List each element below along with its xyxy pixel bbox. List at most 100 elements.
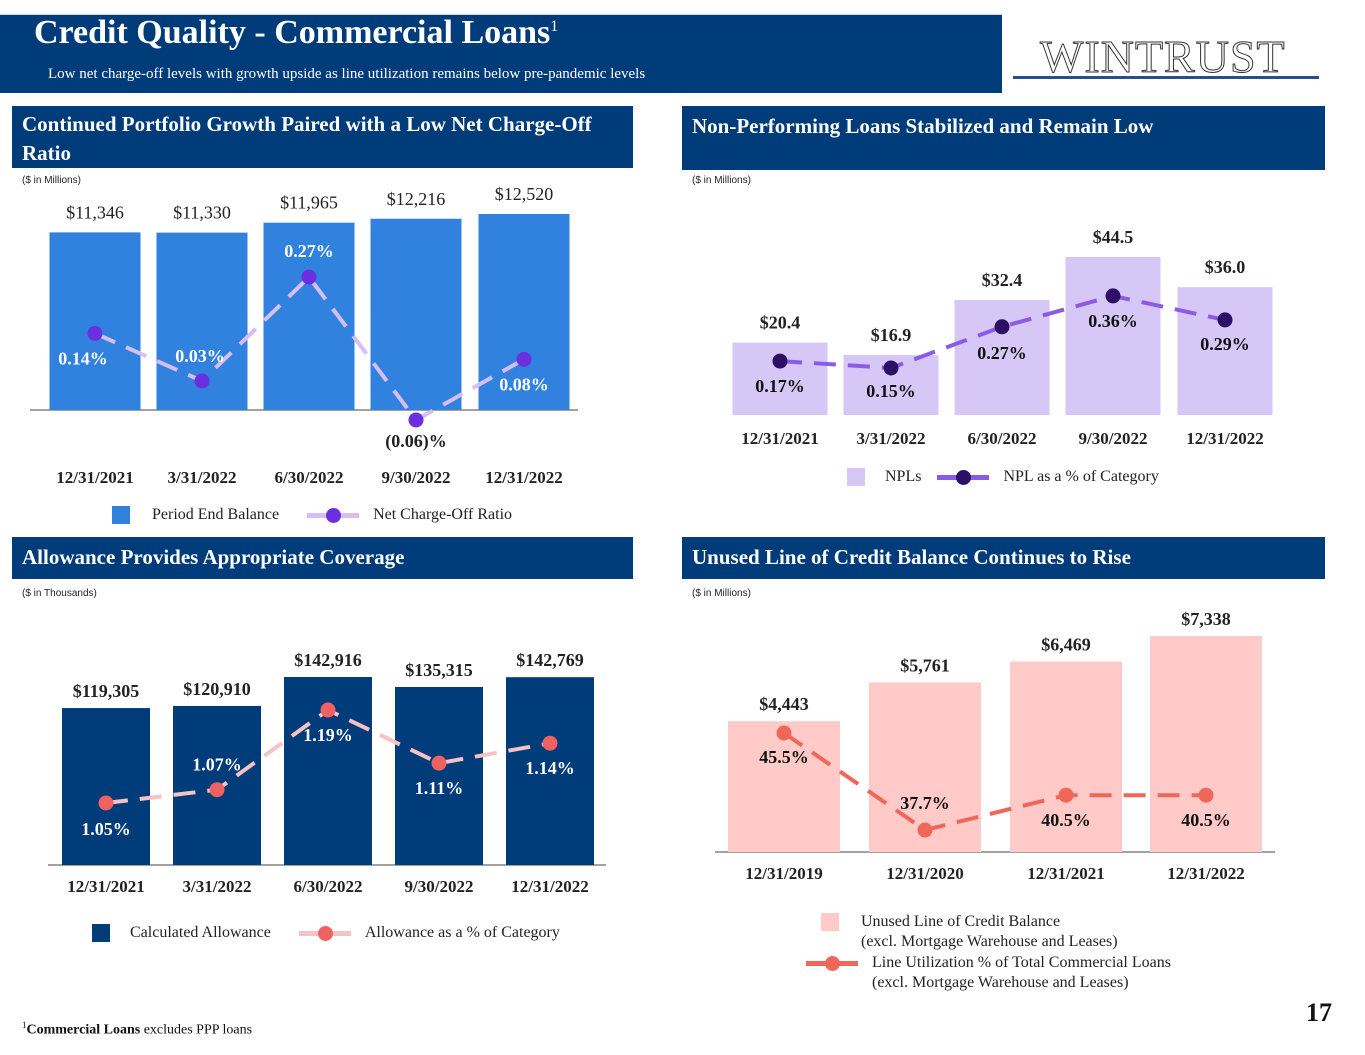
legend-bar-swatch [821,913,839,931]
x-tick-label: 12/31/2022 [511,877,588,896]
ratio-point [1058,787,1074,803]
ratio-label: 45.5% [759,747,809,767]
x-tick-label: 12/31/2021 [56,468,133,487]
legend-label: Calculated Allowance [130,924,271,941]
ratio-point [883,360,899,376]
bar-value-label: $4,443 [759,694,809,714]
ratio-point [301,269,317,285]
x-tick-label: 6/30/2022 [968,429,1037,448]
ratio-point [1217,312,1233,328]
x-tick-label: 9/30/2022 [382,468,451,487]
title-text: Credit Quality - Commercial Loans [34,14,551,51]
ratio-label: (0.06)% [385,431,447,452]
ratio-point [98,795,114,811]
chart4-legend-bar: Unused Line of Credit Balance (excl. Mort… [821,912,1118,952]
ratio-point [408,412,424,428]
ratio-point [516,351,532,367]
x-tick-label: 12/31/2021 [741,429,818,448]
bar-value-label: $5,761 [900,655,950,675]
ratio-label: 1.19% [303,725,353,745]
ratio-label: 0.17% [755,376,805,396]
wintrust-logo: WINTRUST [1040,31,1286,83]
chart1-legend: Period End Balance Net Charge-Off Ratio [112,506,512,524]
bar [506,677,594,865]
ratio-label: 0.27% [977,343,1027,363]
ratio-point [194,373,210,389]
chart3-unit-note: ($ in Thousands) [22,588,97,599]
x-tick-label: 12/31/2022 [1186,429,1263,448]
legend-line-swatch [307,508,360,523]
ratio-point [776,725,792,741]
ratio-point [320,702,336,718]
bar [1150,636,1262,852]
ratio-point [1198,787,1214,803]
ratio-label: 0.03% [175,346,225,366]
logo-underline [1013,76,1319,79]
ratio-point [431,755,447,771]
bar-value-label: $11,346 [66,202,124,222]
x-tick-label: 12/31/2022 [485,468,562,487]
bar [62,708,150,865]
legend-label: Period End Balance [152,506,280,523]
legend-line-swatch [937,470,990,485]
x-tick-label: 6/30/2022 [294,877,363,896]
ratio-label: 0.08% [499,374,549,394]
title-footnote-marker: 1 [550,18,559,35]
chart4-unit-note: ($ in Millions) [692,588,751,599]
x-tick-label: 12/31/2020 [886,864,963,883]
ratio-point [209,782,225,798]
page-number: 17 [1306,998,1332,1027]
chart2-legend: NPLs NPL as a % of Category [847,468,1159,486]
bar-value-label: $11,965 [280,193,338,213]
ratio-label: 1.11% [415,778,464,798]
ratio-label: 40.5% [1041,810,1091,830]
bar-value-label: $16.9 [871,325,912,345]
bar-value-label: $142,916 [294,650,362,670]
bar-value-label: $44.5 [1093,227,1134,247]
bar [1010,661,1122,852]
ratio-label: 0.36% [1088,311,1138,331]
legend-bar-swatch [92,924,110,942]
page-title: Credit Quality - Commercial Loans1 [34,14,558,52]
bar-value-label: $32.4 [982,270,1023,290]
bar-value-label: $36.0 [1205,257,1246,277]
title-bar [0,14,1002,93]
ratio-label: 0.15% [866,381,916,401]
ratio-point [1105,288,1121,304]
ratio-line [779,293,1226,370]
bar [1065,257,1161,415]
ratio-line [94,274,525,423]
bar-value-label: $11,330 [173,203,231,223]
legend-bar-swatch [847,468,865,486]
x-tick-label: 12/31/2019 [745,864,822,883]
ratio-label: 1.05% [81,819,131,839]
bar [49,232,141,410]
bar [728,721,840,852]
legend-label: Net Charge-Off Ratio [373,506,513,523]
x-tick-label: 3/31/2022 [183,877,252,896]
x-tick-label: 12/31/2021 [67,877,144,896]
legend-label: NPLs [885,468,922,485]
bar [1177,287,1273,415]
legend-line-swatch [806,956,858,971]
ratio-label: 1.14% [525,758,575,778]
x-tick-label: 9/30/2022 [1079,429,1148,448]
chart4-header: Unused Line of Credit Balance Continues … [682,537,1325,579]
ratio-label: 0.14% [58,348,108,368]
legend-label: Unused Line of Credit Balance (excl. Mort… [861,913,1118,950]
x-tick-label: 6/30/2022 [275,468,344,487]
subtitle: Low net charge-off levels with growth up… [48,66,646,82]
ratio-label: 40.5% [1181,810,1231,830]
x-tick-label: 3/31/2022 [857,429,926,448]
x-tick-label: 12/31/2021 [1027,864,1104,883]
chart1-header: Continued Portfolio Growth Paired with a… [12,106,633,168]
bar-value-label: $142,769 [516,650,584,670]
bar-value-label: $135,315 [405,660,473,680]
bar [395,686,483,865]
ratio-point [87,325,103,341]
ratio-point [917,822,933,838]
ratio-label: 0.27% [284,241,334,261]
x-tick-label: 3/31/2022 [168,468,237,487]
bar-value-label: $7,338 [1181,609,1231,629]
